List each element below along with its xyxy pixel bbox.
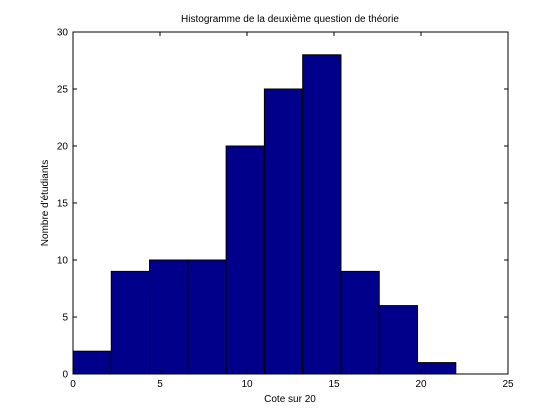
y-axis-label: Nombre d'étudiants [40, 160, 51, 246]
histogram-bar-7 [340, 270, 380, 375]
x-tick-label-2: 10 [241, 379, 253, 390]
histogram-bar-8 [378, 305, 419, 375]
y-tick-label-1: 5 [62, 313, 68, 324]
histogram-bar-5 [263, 88, 304, 375]
y-tick-label-6: 30 [57, 28, 69, 39]
y-tick-label-0: 0 [62, 370, 68, 381]
y-tick-label-5: 25 [57, 85, 69, 96]
x-tick-label-1: 5 [157, 379, 163, 390]
y-tick-label-2: 10 [57, 256, 69, 267]
histogram-bar-4 [225, 145, 265, 375]
histogram-bar-0 [72, 350, 112, 375]
y-tick-label-4: 20 [57, 142, 69, 153]
x-tick-label-4: 20 [415, 379, 427, 390]
x-axis-label: Cote sur 20 [264, 394, 316, 405]
chart-title: Histogramme de la deuxième question de t… [181, 14, 399, 25]
y-axis-ticks: 0 5 10 15 20 25 30 [57, 28, 508, 381]
histogram-bar-6 [302, 54, 342, 375]
y-tick-label-3: 15 [57, 199, 69, 210]
histogram-bar-1 [110, 270, 151, 375]
histogram-bar-2 [149, 259, 189, 375]
x-tick-label-3: 15 [328, 379, 340, 390]
x-tick-label-5: 25 [502, 379, 514, 390]
bars-group [72, 54, 457, 375]
x-tick-label-0: 0 [70, 379, 76, 390]
x-axis-ticks: 0 5 10 15 20 25 [70, 32, 514, 390]
histogram-bar-3 [187, 259, 227, 375]
histogram-bar-9 [417, 362, 457, 375]
